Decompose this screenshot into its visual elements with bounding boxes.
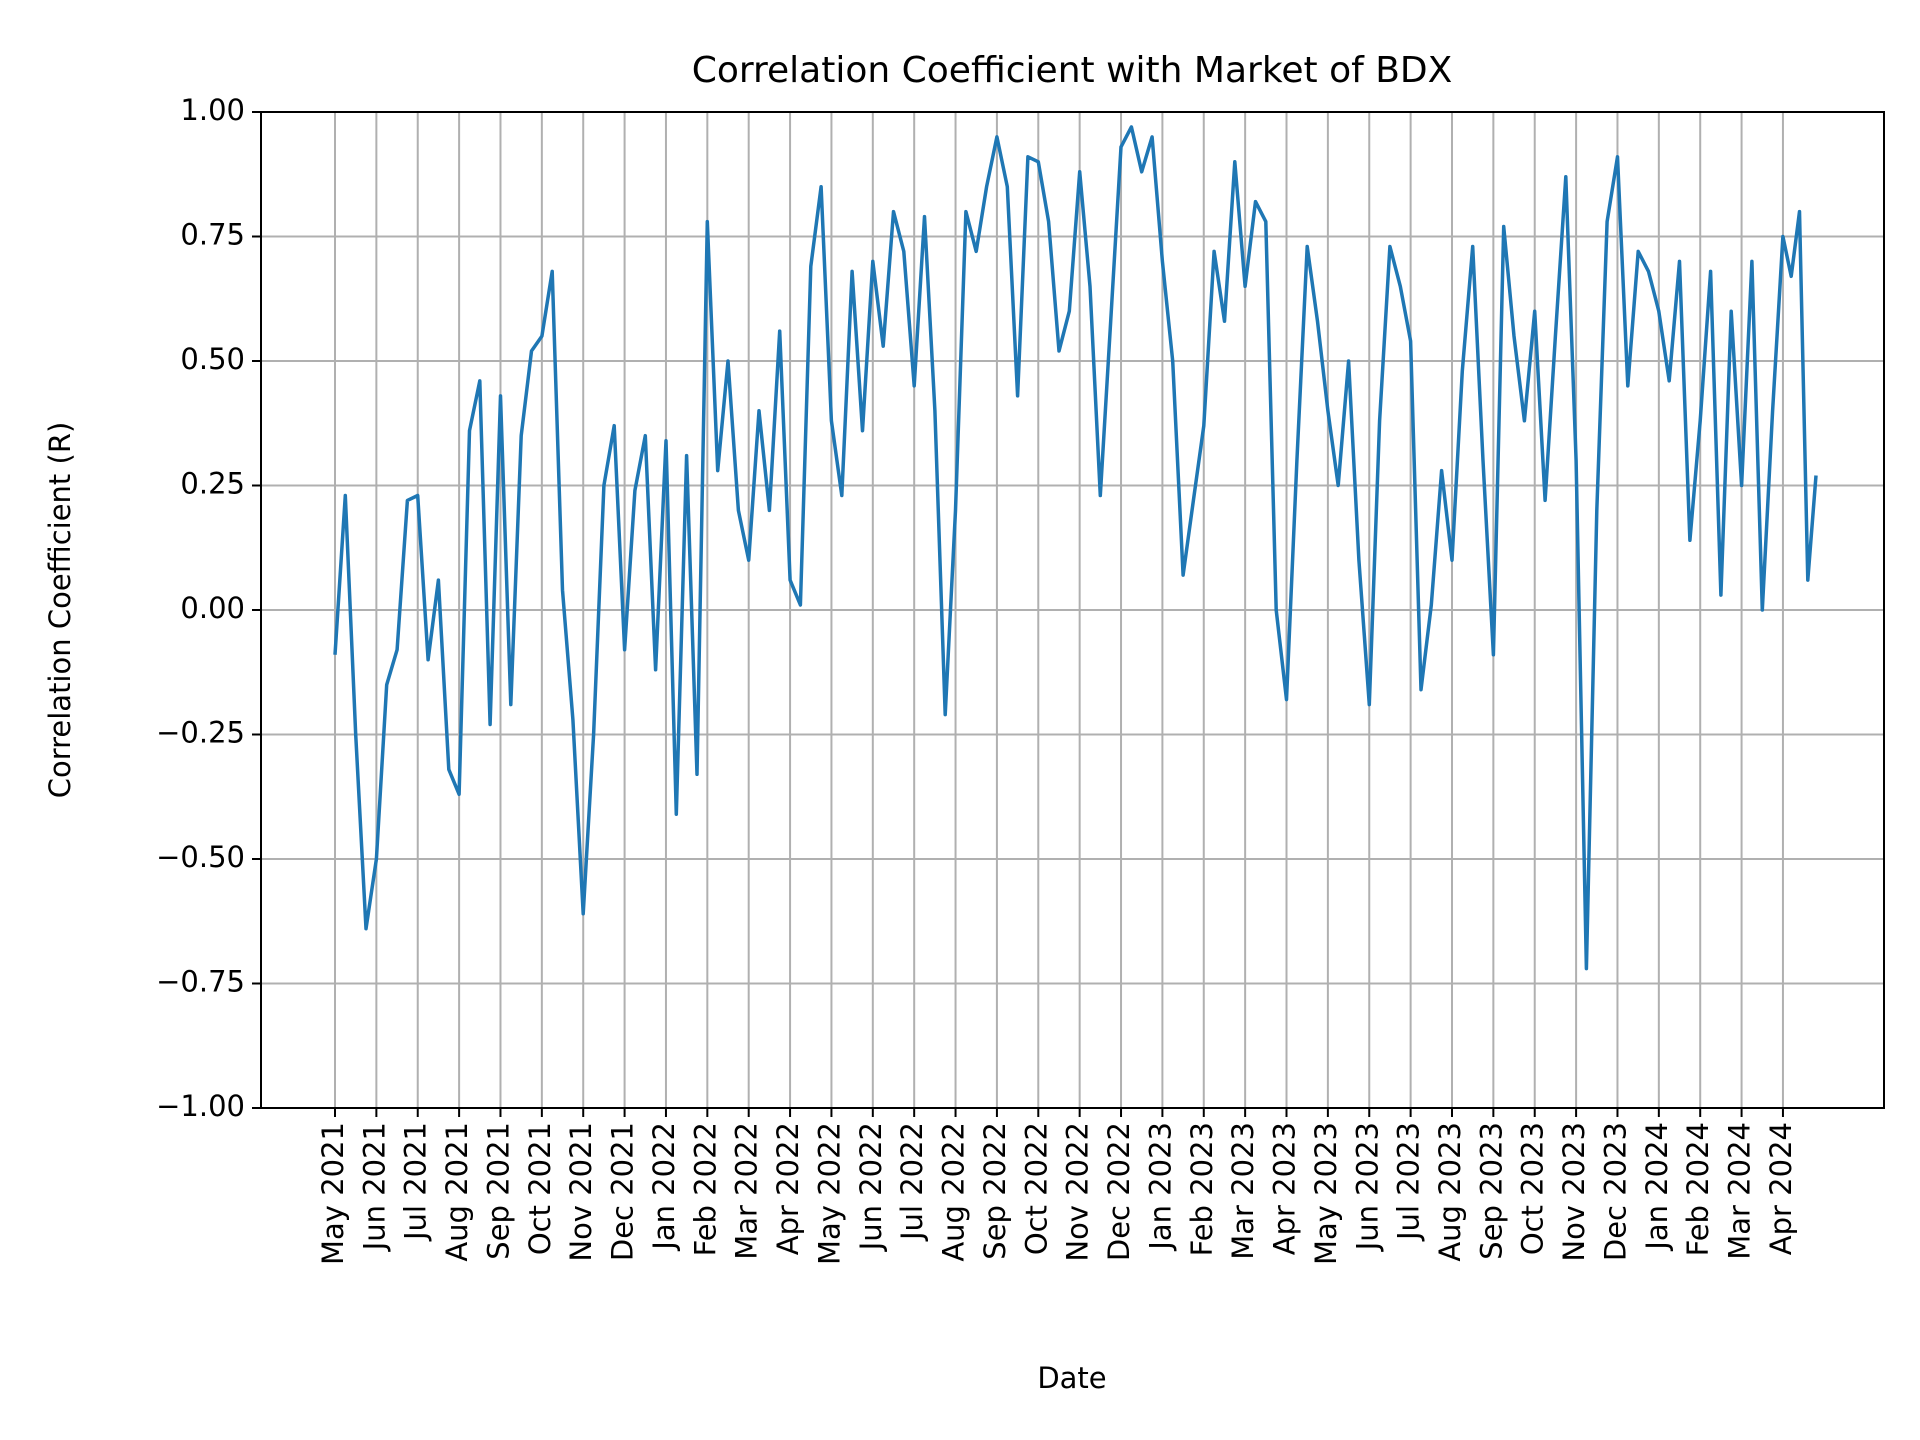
x-tick-label: Sep 2021	[481, 1122, 515, 1260]
x-tick-label: Nov 2021	[564, 1122, 598, 1262]
y-axis-label: Correlation Coefficient (R)	[43, 422, 77, 799]
y-tick-label: −0.25	[156, 716, 245, 750]
x-tick-label: Jul 2021	[399, 1122, 433, 1242]
x-tick-label: Oct 2023	[1516, 1122, 1550, 1255]
x-tick-label: Apr 2024	[1764, 1122, 1798, 1255]
y-tick-label: 0.25	[180, 467, 245, 501]
y-tick-label: 1.00	[180, 93, 245, 127]
x-tick-label: Mar 2023	[1226, 1122, 1260, 1260]
x-tick-label: May 2023	[1309, 1122, 1343, 1265]
x-tick-label: Aug 2022	[937, 1122, 971, 1262]
x-tick-label: Nov 2023	[1557, 1122, 1591, 1262]
x-tick-label: Feb 2023	[1185, 1122, 1219, 1256]
x-tick-label: Apr 2022	[771, 1122, 805, 1255]
x-axis-label: Date	[1037, 1361, 1106, 1395]
x-tick-label: Jul 2022	[895, 1122, 929, 1242]
x-tick-label: Dec 2023	[1598, 1122, 1632, 1261]
x-tick-label: Jun 2023	[1350, 1122, 1384, 1252]
y-tick-label: −0.75	[156, 965, 245, 999]
x-tick-label: Dec 2021	[606, 1122, 640, 1261]
y-tick-label: 0.50	[180, 342, 245, 376]
x-tick-label: Mar 2022	[730, 1122, 764, 1260]
x-tick-label: Sep 2022	[978, 1122, 1012, 1260]
x-tick-label: Jun 2022	[854, 1122, 888, 1252]
x-tick-label: Jul 2023	[1392, 1122, 1426, 1242]
x-tick-label: Feb 2024	[1681, 1122, 1715, 1256]
x-tick-label: May 2021	[316, 1122, 350, 1265]
x-tick-label: Apr 2023	[1268, 1122, 1302, 1255]
x-tick-label: Oct 2021	[523, 1122, 557, 1255]
y-tick-label: −0.50	[156, 840, 245, 874]
x-tick-label: May 2022	[812, 1122, 846, 1265]
y-tick-label: 0.75	[180, 218, 245, 252]
chart-title: Correlation Coefficient with Market of B…	[692, 50, 1453, 91]
x-tick-label: Jan 2023	[1143, 1122, 1177, 1252]
plot-frame	[260, 111, 1885, 1109]
x-tick-label: Jan 2022	[647, 1122, 681, 1252]
x-tick-label: Jun 2021	[357, 1122, 391, 1252]
x-tick-label: Nov 2022	[1061, 1122, 1095, 1262]
x-tick-label: Jan 2024	[1640, 1122, 1674, 1252]
x-tick-label: Feb 2022	[688, 1122, 722, 1256]
x-tick-label: Oct 2022	[1019, 1122, 1053, 1255]
x-tick-label: Mar 2024	[1723, 1122, 1757, 1260]
y-tick-label: −1.00	[156, 1089, 245, 1123]
x-tick-label: Aug 2023	[1433, 1122, 1467, 1262]
x-tick-label: Aug 2021	[440, 1122, 474, 1262]
y-tick-label: 0.00	[180, 591, 245, 625]
data-line	[333, 125, 1818, 971]
x-tick-label: Dec 2022	[1102, 1122, 1136, 1261]
x-tick-label: Sep 2023	[1474, 1122, 1508, 1260]
